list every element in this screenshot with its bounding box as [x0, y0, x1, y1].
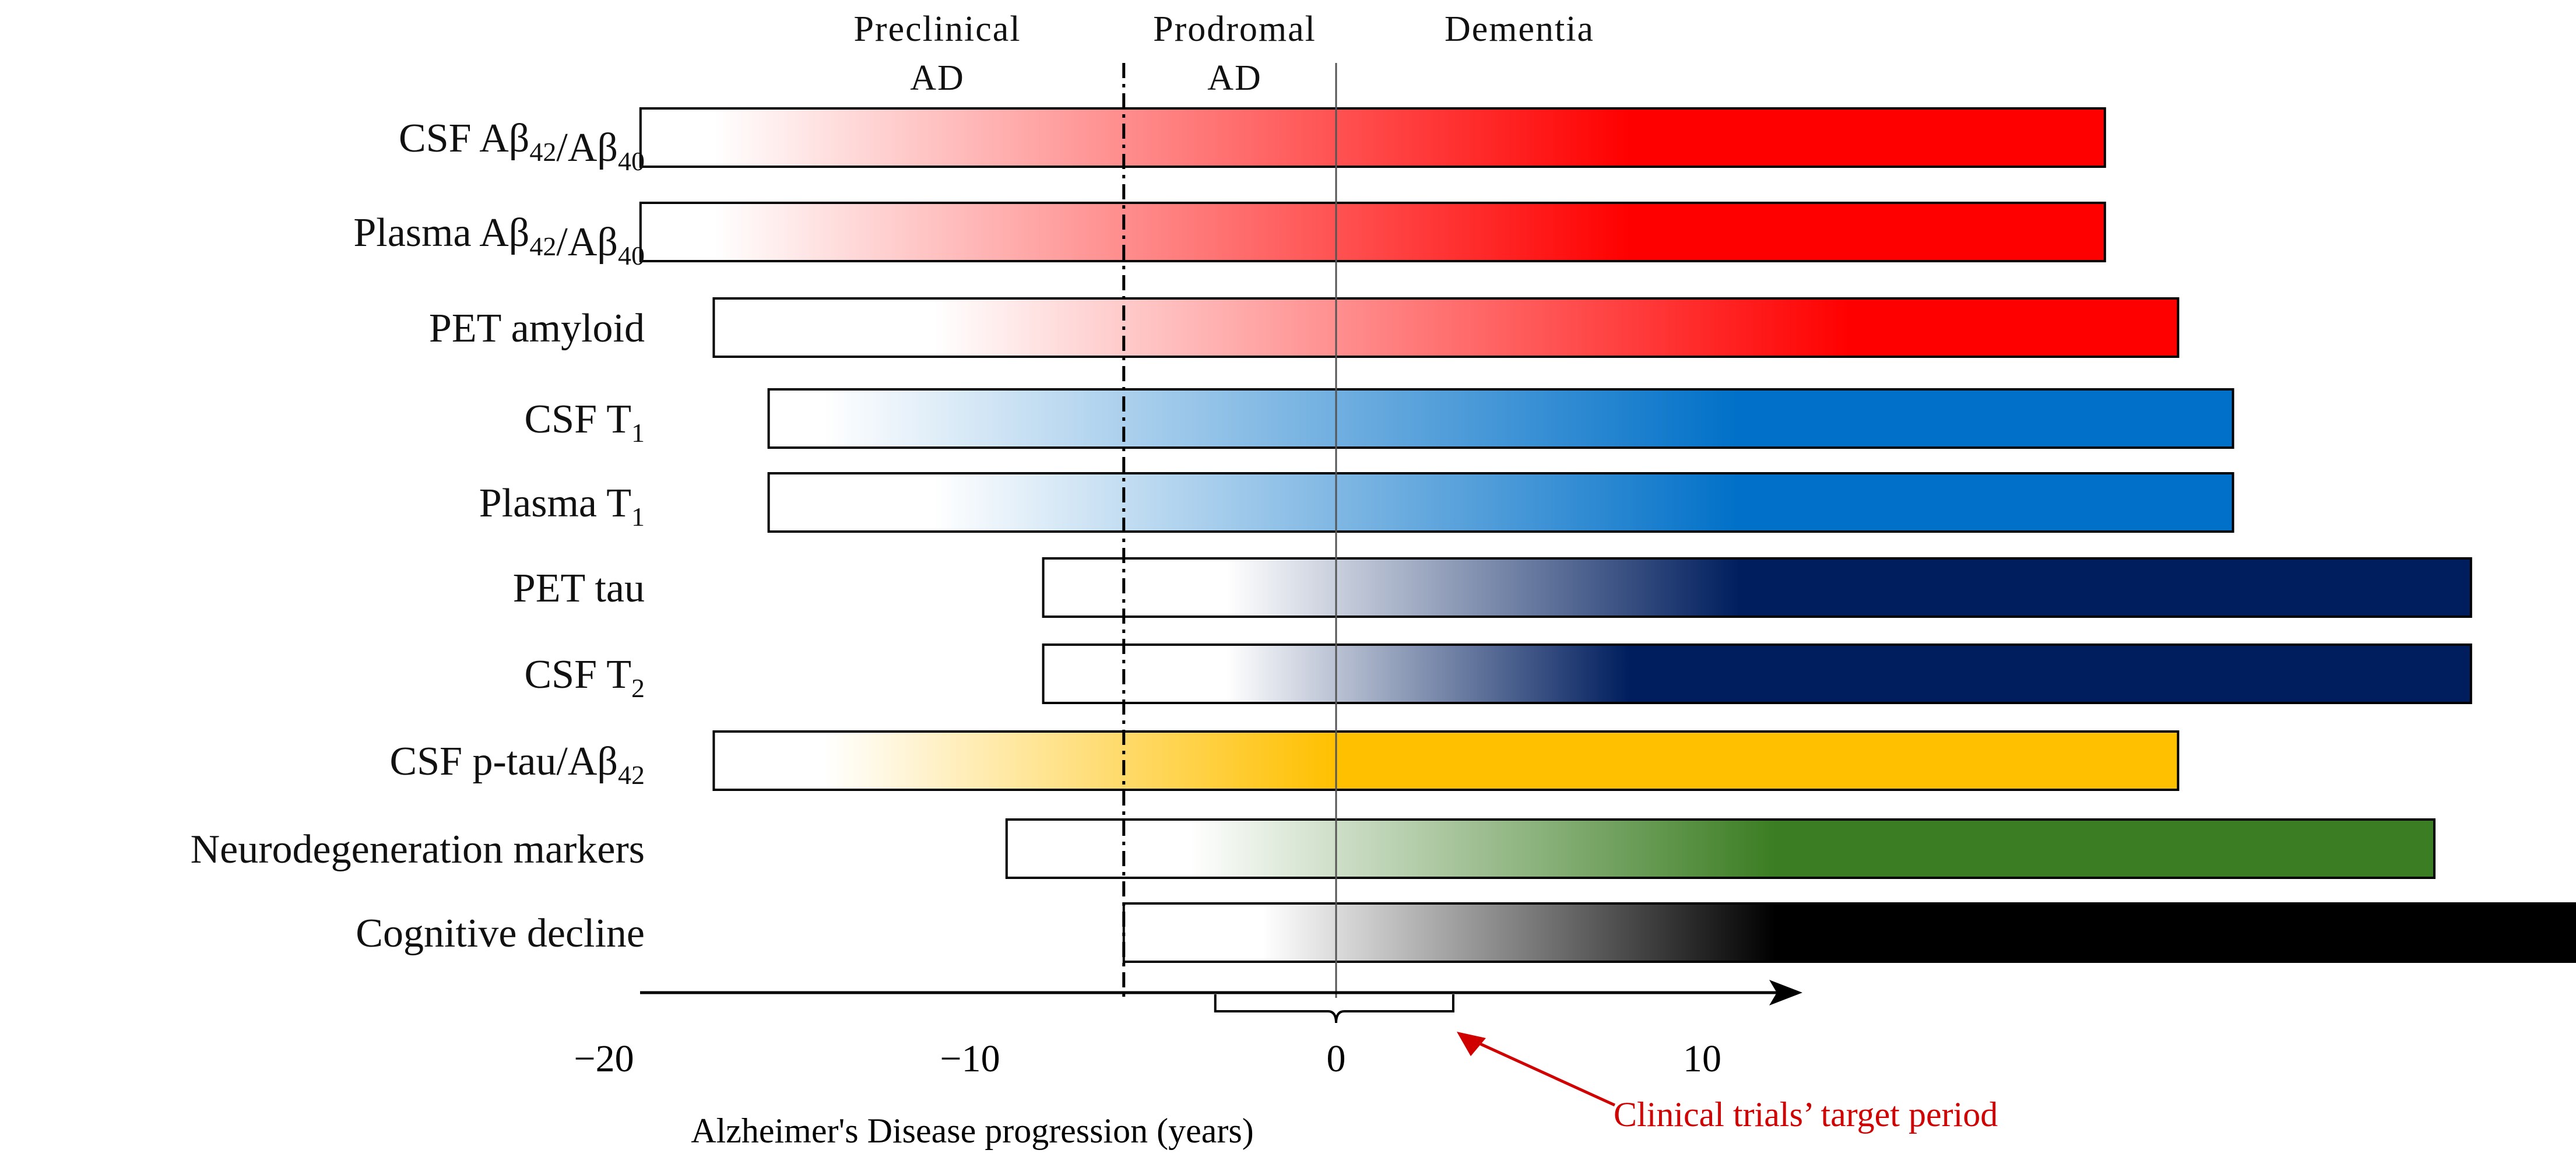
bar-pet-amyloid — [712, 297, 2180, 358]
phase-label-2-line-2: AD — [1207, 58, 1262, 98]
bar-csf-p-tau-a-42 — [712, 730, 2180, 791]
label-csf-t2: CSF T2 — [524, 652, 645, 703]
phase-label-2-line-1: Prodromal — [1153, 9, 1316, 49]
biomarker-labels: CSF Aβ42/Aβ40 Plasma Aβ42/Aβ40 PET amyloid… — [191, 116, 645, 956]
x-axis-arrowhead — [1769, 980, 1802, 1005]
bar-plasma-t1 — [767, 472, 2234, 533]
callout-arrow-line — [1463, 1035, 1616, 1107]
bar-csf-t1 — [767, 388, 2234, 449]
clinical-trials-callout: Clinical trials’ target period — [1214, 994, 1998, 1134]
label-csf-p-tau-a-42: CSF p-tau/Aβ42 — [390, 739, 645, 790]
phase-labels: Preclinical AD Prodromal AD Dementia — [853, 9, 1594, 98]
bar-csf-a-42-a-40 — [639, 107, 2106, 168]
label-plasma-t1: Plasma T1 — [479, 481, 645, 532]
label-plasma-a-42-a-40: Plasma Aβ42/Aβ40 — [353, 210, 645, 270]
x-tick-0: 0 — [1327, 1038, 1346, 1080]
label-cognitive-decline: Cognitive decline — [356, 911, 645, 956]
x-tick-10: 10 — [1683, 1038, 1721, 1080]
x-tick-labels: −20 −10 0 10 — [574, 1038, 1721, 1080]
phase-label-1-line-2: AD — [910, 58, 965, 98]
bar-plasma-a-42-a-40 — [639, 202, 2106, 262]
phase-boundaries — [1122, 63, 1337, 998]
bar-pet-tau — [1042, 557, 2472, 618]
x-axis — [640, 980, 1802, 1005]
bar-neurodegeneration-markers — [1005, 818, 2436, 879]
x-tick-minus-20: −20 — [574, 1038, 634, 1080]
x-tick-minus-10: −10 — [940, 1038, 1000, 1080]
bar-cognitive-decline — [1122, 902, 2576, 963]
target-period-bracket — [1214, 994, 1454, 1024]
phase-label-1-line-1: Preclinical — [853, 9, 1021, 49]
callout-text: Clinical trials’ target period — [1614, 1095, 1998, 1134]
bar-csf-t2 — [1042, 643, 2472, 704]
label-csf-t1: CSF T1 — [524, 397, 645, 448]
bars-layer — [639, 107, 2576, 963]
label-pet-tau: PET tau — [513, 566, 645, 611]
label-csf-a-42-a-40: CSF Aβ42/Aβ40 — [399, 116, 645, 176]
callout-arrowhead — [1456, 1032, 1486, 1056]
x-axis-title: Alzheimer's Disease progression (years) — [691, 1112, 1253, 1150]
label-pet-amyloid: PET amyloid — [429, 306, 645, 351]
label-neurodegeneration-markers: Neurodegeneration markers — [191, 827, 645, 872]
phase-label-3-line-1: Dementia — [1445, 9, 1594, 49]
